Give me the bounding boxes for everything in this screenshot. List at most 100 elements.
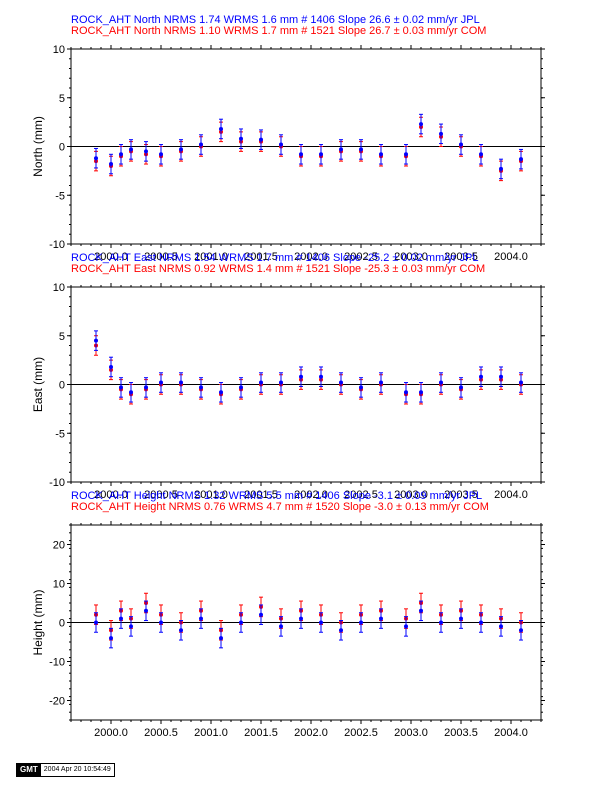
data-point <box>219 126 223 131</box>
data-point <box>359 620 363 625</box>
data-point <box>299 616 303 621</box>
y-tick-label: -5 <box>55 190 65 202</box>
data-point <box>439 380 443 385</box>
y-tick-label: 5 <box>59 331 65 343</box>
y-tick-label: -10 <box>49 477 65 489</box>
data-point <box>479 152 483 157</box>
gmt-logo-text: GMT <box>17 764 41 776</box>
y-axis-label: North (mm) <box>31 116 45 177</box>
y-tick-label: -20 <box>49 696 65 708</box>
data-point <box>499 374 503 379</box>
x-tick-label: 2003.0 <box>394 727 428 739</box>
x-tick-label: 2001.5 <box>244 251 278 263</box>
data-point <box>109 364 113 369</box>
x-tick-label: 2001.5 <box>244 727 278 739</box>
x-tick-label: 2003.5 <box>444 489 478 501</box>
data-point <box>439 131 443 136</box>
series-2 <box>94 330 523 403</box>
data-point <box>219 636 223 641</box>
data-point <box>239 385 243 390</box>
data-point <box>144 385 148 390</box>
x-tick-label: 2002.0 <box>294 727 328 739</box>
data-point <box>159 620 163 625</box>
y-tick-label: -10 <box>49 657 65 669</box>
data-point <box>419 122 423 127</box>
panel-3: ROCK_AHT Height NRMS 1.32 WRMS 5.5 mm # … <box>31 490 545 739</box>
data-point <box>519 157 523 162</box>
data-point <box>339 628 343 633</box>
data-point <box>379 152 383 157</box>
x-tick-label: 2002.5 <box>344 489 378 501</box>
data-point <box>129 147 133 152</box>
data-point <box>239 620 243 625</box>
data-point <box>199 616 203 621</box>
data-point <box>379 380 383 385</box>
plot-timestamp: 2004 Apr 20 10:54:49 <box>40 764 114 776</box>
data-point <box>479 374 483 379</box>
data-point <box>404 624 408 629</box>
x-tick-label: 2000.0 <box>94 489 128 501</box>
x-tick-label: 2001.5 <box>244 489 278 501</box>
panel-1: ROCK_AHT North NRMS 1.74 WRMS 1.6 mm # 1… <box>31 14 545 263</box>
data-point <box>259 380 263 385</box>
x-tick-label: 2004.0 <box>494 489 528 501</box>
data-point <box>279 380 283 385</box>
x-tick-label: 2003.0 <box>394 251 428 263</box>
x-tick-label: 2000.0 <box>94 727 128 739</box>
data-point <box>404 152 408 157</box>
x-tick-label: 2003.5 <box>444 251 478 263</box>
data-point <box>94 156 98 161</box>
data-point <box>119 152 123 157</box>
data-point <box>199 142 203 147</box>
data-point <box>379 616 383 621</box>
data-point <box>319 374 323 379</box>
y-tick-label: 5 <box>59 93 65 105</box>
x-tick-label: 2000.5 <box>144 727 178 739</box>
data-point <box>479 620 483 625</box>
x-tick-label: 2004.0 <box>494 251 528 263</box>
panel-title-line: ROCK_AHT East NRMS 1.54 WRMS 1.7 mm # 14… <box>71 252 478 264</box>
data-point <box>279 142 283 147</box>
y-tick-label: 0 <box>59 142 65 154</box>
data-point <box>259 137 263 142</box>
series-2 <box>94 600 523 649</box>
data-point <box>359 385 363 390</box>
data-point <box>94 620 98 625</box>
data-point <box>239 136 243 141</box>
panel-title-line: ROCK_AHT Height NRMS 0.76 WRMS 4.7 mm # … <box>71 501 489 513</box>
data-point <box>299 374 303 379</box>
data-point <box>179 628 183 633</box>
series-1 <box>94 116 523 182</box>
data-point <box>319 152 323 157</box>
data-point <box>459 385 463 390</box>
y-tick-label: 10 <box>53 44 65 56</box>
y-axis-label: East (mm) <box>31 357 45 412</box>
x-tick-label: 2000.0 <box>94 251 128 263</box>
data-point <box>159 380 163 385</box>
data-point <box>519 380 523 385</box>
data-point <box>499 166 503 171</box>
data-point <box>129 624 133 629</box>
panel-title-line: ROCK_AHT North NRMS 1.74 WRMS 1.6 mm # 1… <box>71 14 480 26</box>
y-tick-label: 20 <box>53 540 65 552</box>
data-point <box>339 147 343 152</box>
data-point <box>459 616 463 621</box>
x-tick-label: 2003.0 <box>394 489 428 501</box>
y-tick-label: 10 <box>53 579 65 591</box>
series-1 <box>94 592 523 641</box>
panel-title-line: ROCK_AHT East NRMS 0.92 WRMS 1.4 mm # 15… <box>71 263 485 275</box>
x-tick-label: 2004.0 <box>494 727 528 739</box>
y-tick-label: 0 <box>59 618 65 630</box>
x-tick-label: 2000.5 <box>144 251 178 263</box>
data-point <box>144 149 148 154</box>
data-point <box>439 620 443 625</box>
data-point <box>109 636 113 641</box>
data-point <box>419 608 423 613</box>
x-tick-label: 2001.0 <box>194 251 228 263</box>
data-point <box>94 338 98 343</box>
data-point <box>179 147 183 152</box>
data-point <box>119 385 123 390</box>
x-tick-label: 2001.0 <box>194 727 228 739</box>
data-point <box>319 620 323 625</box>
y-tick-label: -10 <box>49 239 65 251</box>
